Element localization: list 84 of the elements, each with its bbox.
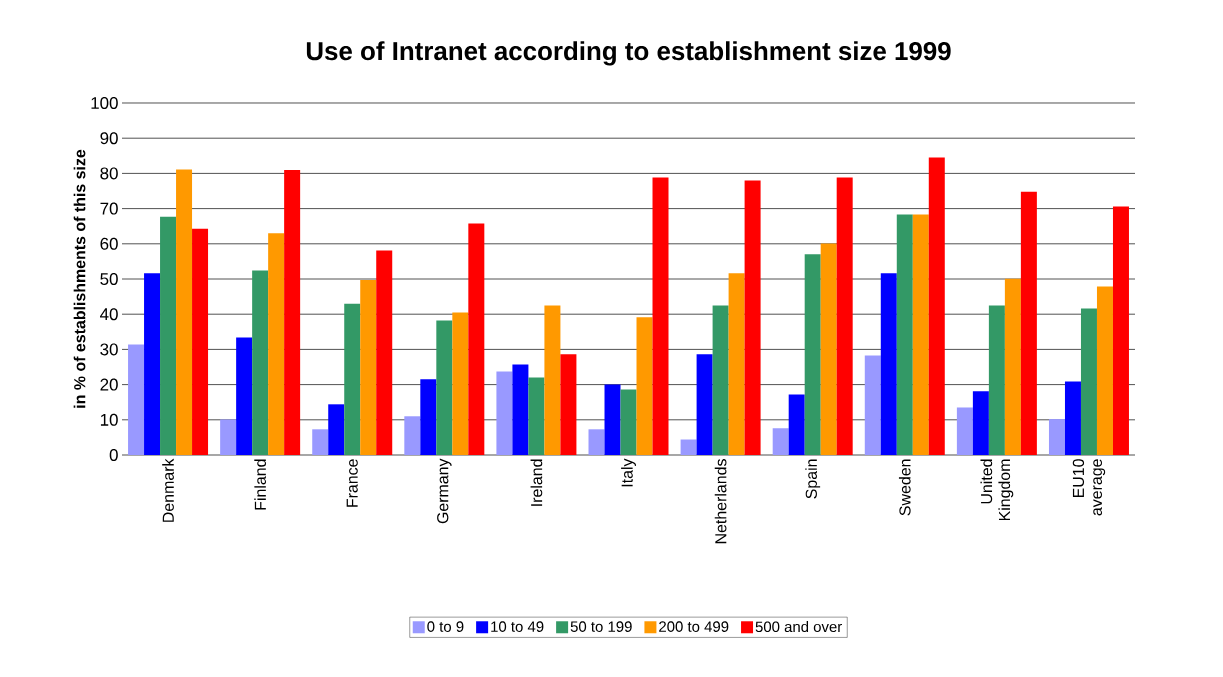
bar: [744, 180, 761, 455]
y-axis-title: in % of establishments of this size: [73, 149, 86, 408]
bar: [1096, 286, 1113, 455]
x-tick-label: Italy: [621, 458, 636, 487]
bar: [404, 416, 421, 455]
bar: [160, 216, 177, 455]
bar: [680, 439, 697, 455]
bar: [712, 305, 729, 455]
bar: [896, 214, 913, 455]
bar: [144, 273, 161, 455]
bar: [864, 355, 881, 455]
bar: [956, 407, 973, 455]
bar: [928, 157, 945, 455]
bar: [728, 273, 745, 455]
bar: [1048, 419, 1065, 455]
bar: [880, 273, 897, 455]
bar: [636, 317, 653, 455]
bar: [836, 177, 853, 455]
bar: [192, 228, 209, 455]
bar: [988, 305, 1005, 455]
bar: [420, 379, 437, 455]
y-tick-label: 80: [100, 167, 118, 180]
y-tick-label: 20: [100, 378, 118, 391]
bar: [496, 371, 513, 455]
x-tick-label: Denmark: [162, 458, 174, 522]
bar: [1080, 308, 1097, 455]
bar: [176, 169, 193, 455]
bar: [1004, 278, 1021, 455]
legend-label: 200 to 499: [659, 621, 729, 632]
bar: [820, 243, 837, 455]
bar: [804, 254, 821, 455]
bar: [236, 337, 253, 455]
bar: [652, 177, 669, 455]
bar: [268, 233, 285, 455]
bar: [344, 303, 361, 455]
x-tick-label: United Kingdom: [980, 459, 1014, 521]
bar: [1064, 381, 1081, 455]
bar: [528, 377, 545, 455]
bar: [772, 428, 789, 455]
bar: [912, 214, 929, 455]
bar: [436, 320, 453, 455]
x-tick-label: Finland: [254, 459, 266, 510]
bar: [512, 364, 529, 455]
x-tick-label: Germany: [437, 458, 452, 524]
bar: [468, 223, 485, 455]
bar: [128, 344, 145, 455]
x-tick-label: Netherlands: [714, 459, 727, 544]
y-tick-label: 100: [91, 97, 118, 109]
legend-label: 0 to 9: [427, 621, 464, 632]
bar: [560, 354, 577, 455]
bar: [972, 391, 989, 455]
y-tick-label: 70: [100, 202, 118, 215]
bar: [620, 389, 637, 455]
chart-title: Use of Intranet according to establishment size 1999: [306, 41, 951, 66]
bar: [1020, 191, 1037, 455]
y-tick-label: 50: [100, 273, 118, 285]
bar: [1112, 206, 1129, 455]
bar: [220, 419, 237, 455]
bar: [588, 429, 605, 455]
x-tick-label: Spain: [805, 459, 821, 499]
bar: [360, 280, 377, 455]
bar: [696, 354, 713, 455]
y-tick-label: 10: [100, 413, 118, 426]
y-tick-label: 40: [100, 308, 118, 321]
bar: [252, 270, 269, 455]
y-tick-label: 0: [109, 449, 118, 461]
x-tick-label: France: [346, 459, 358, 507]
y-tick-label: 30: [100, 343, 118, 356]
x-tick-label: EU10 average: [1072, 459, 1106, 516]
x-tick-label: Sweden: [898, 459, 911, 516]
bar: [328, 404, 345, 455]
legend-label: 500 and over: [755, 621, 842, 633]
bar: [312, 429, 329, 455]
x-tick-label: Ireland: [530, 459, 543, 506]
y-tick-label: 60: [100, 237, 118, 250]
bar: [452, 312, 469, 455]
legend-label: 10 to 49: [491, 621, 544, 632]
legend-label: 50 to 199: [570, 621, 632, 632]
bar: [604, 384, 621, 455]
bar: [284, 169, 301, 455]
y-tick-label: 90: [100, 132, 118, 145]
bar: [544, 305, 561, 455]
bar: [376, 250, 393, 455]
bar: [788, 394, 805, 455]
